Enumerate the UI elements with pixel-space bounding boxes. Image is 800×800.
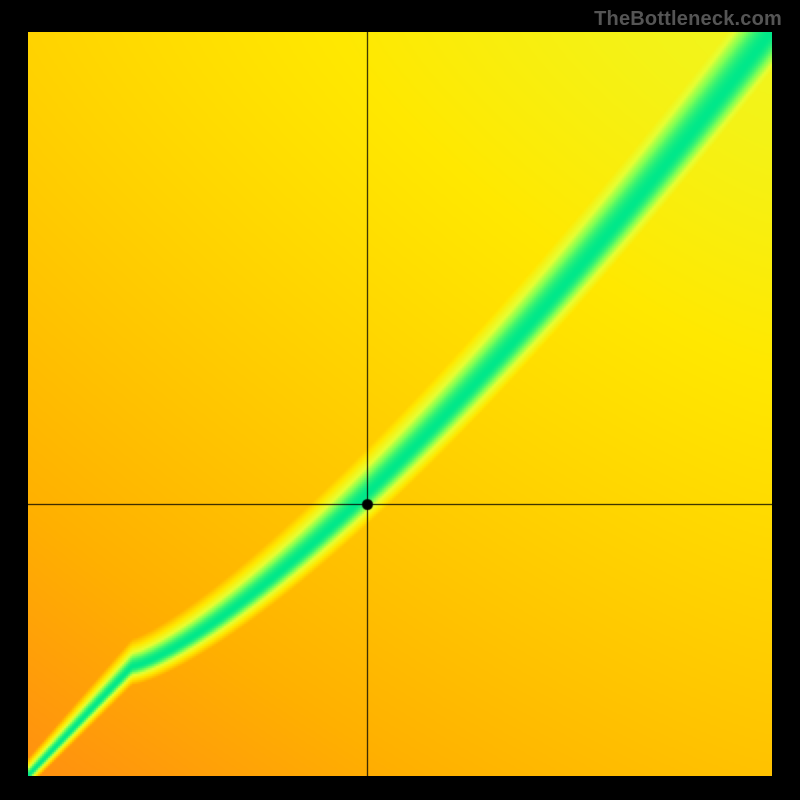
chart-container: TheBottleneck.com xyxy=(0,0,800,800)
bottleneck-heatmap xyxy=(28,32,772,776)
watermark-text: TheBottleneck.com xyxy=(594,8,782,31)
